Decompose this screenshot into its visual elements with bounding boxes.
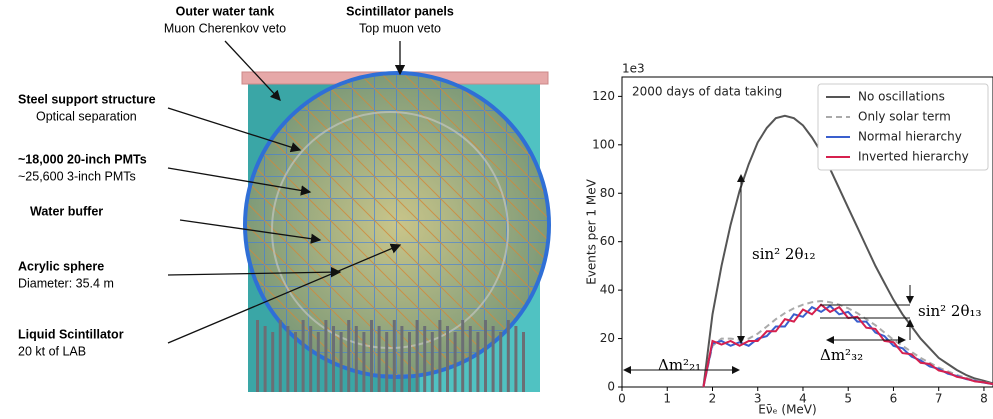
pipe <box>415 320 419 392</box>
pipe <box>309 326 313 392</box>
pipe <box>476 332 480 392</box>
annotation: 2000 days of data taking <box>632 85 782 99</box>
label-subtitle: Muon Cherenkov veto <box>164 21 286 35</box>
chart: 0 20 40 60 80 100 120 0 1 2 3 4 5 6 7 8 1e3 Eν̄ₑ (MeV) Eve… <box>585 62 993 417</box>
y-offset: 1e3 <box>622 62 645 76</box>
x-tick-label: 8 <box>980 392 988 406</box>
label-title: Outer water tank <box>176 4 275 18</box>
pipe <box>400 326 404 392</box>
pipe <box>256 320 259 392</box>
pipe <box>461 320 465 392</box>
label-arrow <box>179 219 322 244</box>
series-line <box>702 114 993 388</box>
pipe <box>286 326 290 392</box>
x-tick-label: 6 <box>890 392 898 406</box>
pipe <box>468 326 472 392</box>
pipe <box>499 332 503 392</box>
y-tick-label: 40 <box>600 283 615 297</box>
pipe <box>377 326 381 392</box>
legend-box <box>817 83 989 171</box>
legend-label: Inverted hierarchy <box>858 150 969 164</box>
pipe <box>446 326 449 392</box>
pipe <box>339 332 343 392</box>
pipe <box>392 320 396 392</box>
pipe <box>423 326 427 392</box>
pipe <box>278 320 282 392</box>
detector-illustration <box>241 71 551 392</box>
pipe <box>294 332 297 392</box>
annotation: Δm²₃₂ <box>820 346 863 364</box>
y-tick-label: 80 <box>600 186 615 200</box>
label-subtitle: ~25,600 3-inch PMTs <box>18 169 136 183</box>
label-subtitle: 20 kt of LAB <box>18 344 86 358</box>
legend-label: No oscillations <box>858 90 945 104</box>
pipe <box>301 320 305 392</box>
label-title: ~18,000 20-inch PMTs <box>18 152 147 166</box>
x-tick-label: 0 <box>618 392 626 406</box>
y-tick-label: 100 <box>592 137 615 151</box>
label-title: Water buffer <box>30 204 103 218</box>
pipe <box>332 326 335 392</box>
x-tick-label: 3 <box>754 392 762 406</box>
label-title: Scintillator panels <box>346 4 454 18</box>
pipe <box>362 332 366 392</box>
y-tick-label: 0 <box>607 380 615 394</box>
pipe <box>430 332 434 392</box>
pipe <box>484 320 487 392</box>
label-title: Acrylic sphere <box>18 259 104 273</box>
label-arrow <box>224 40 281 101</box>
x-axis-label: Eν̄ₑ (MeV) <box>758 403 816 417</box>
label-subtitle: Diameter: 35.4 m <box>18 276 114 290</box>
pipe <box>385 332 389 392</box>
y-axis-label: Events per 1 MeV <box>585 178 599 284</box>
x-tick-label: 7 <box>935 392 943 406</box>
label-title: Steel support structure <box>18 92 156 106</box>
pipe <box>514 326 518 392</box>
plot-area <box>621 76 993 388</box>
pipe <box>370 320 373 392</box>
annotation: sin² 2θ₁₂ <box>752 245 816 263</box>
annotation: sin² 2θ₁₃ <box>918 302 982 320</box>
pipes <box>256 320 525 392</box>
pipe <box>271 332 275 392</box>
pipe <box>438 320 442 392</box>
pipe <box>347 320 351 392</box>
pipe <box>408 332 411 392</box>
label-arrow <box>167 107 302 153</box>
acrylic-sphere <box>271 111 509 349</box>
label-arrow <box>167 266 342 278</box>
series-line <box>702 299 993 388</box>
pipe <box>453 332 457 392</box>
x-tick-label: 1 <box>663 392 671 406</box>
pipe <box>354 326 358 392</box>
x-tick-label: 5 <box>844 392 852 406</box>
pipe <box>316 332 320 392</box>
label-arrow <box>167 167 312 196</box>
label-subtitle: Optical separation <box>36 109 137 123</box>
x-tick-label: 4 <box>799 392 807 406</box>
support-grid <box>247 75 547 375</box>
labels: Outer water tank Muon Cherenkov veto Scint… <box>18 4 454 358</box>
label-title: Liquid Scintillator <box>18 327 124 341</box>
pipe <box>506 320 510 392</box>
legend-label: Normal hierarchy <box>858 130 962 144</box>
pipe <box>263 326 267 392</box>
label-arrow <box>167 243 402 344</box>
x-tick-label: 2 <box>709 392 717 406</box>
annotation: Δm²₂₁ <box>658 356 701 374</box>
pipe <box>522 332 525 392</box>
legend-label: Only solar term <box>858 110 951 124</box>
pipe <box>491 326 495 392</box>
y-tick-label: 20 <box>600 331 615 345</box>
label-subtitle: Top muon veto <box>359 21 441 35</box>
y-tick-label: 120 <box>592 89 615 103</box>
y-tick-label: 60 <box>600 234 615 248</box>
pipe <box>324 320 328 392</box>
